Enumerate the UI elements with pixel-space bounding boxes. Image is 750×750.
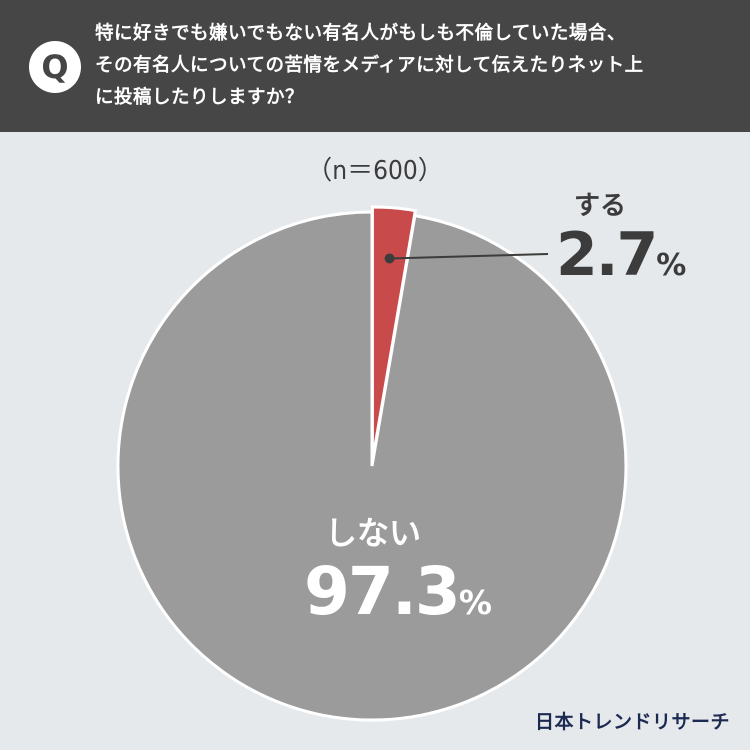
question-text: 特に好きでも嫌いでもない有名人がもしも不倫していた場合、 その有名人についての苦… xyxy=(95,18,735,114)
sample-size-label: （n＝600） xyxy=(306,156,444,186)
question-line: その有名人についての苦情をメディアに対して伝えたりネット上 xyxy=(95,55,644,76)
pie-slice-suru xyxy=(370,205,418,462)
question-line: 特に好きでも嫌いでもない有名人がもしも不倫していた場合、 xyxy=(95,23,626,44)
slice-label-shinai: しない xyxy=(325,514,422,552)
brand-logo: 日本トレンドリサーチ xyxy=(534,711,730,733)
question-badge: Q xyxy=(29,41,81,93)
slice-label-suru: する xyxy=(574,191,627,221)
leader-dot-suru xyxy=(384,253,395,264)
slice-value-suru: 2.7% xyxy=(556,220,687,290)
question-line: に投稿したりしますか？ xyxy=(95,87,305,108)
question-header: Q 特に好きでも嫌いでもない有名人がもしも不倫していた場合、 その有名人について… xyxy=(0,0,750,132)
pie-slice-shinai xyxy=(116,210,628,722)
slice-value-shinai: 97.3% xyxy=(304,553,492,630)
leader-line-suru xyxy=(389,253,549,260)
